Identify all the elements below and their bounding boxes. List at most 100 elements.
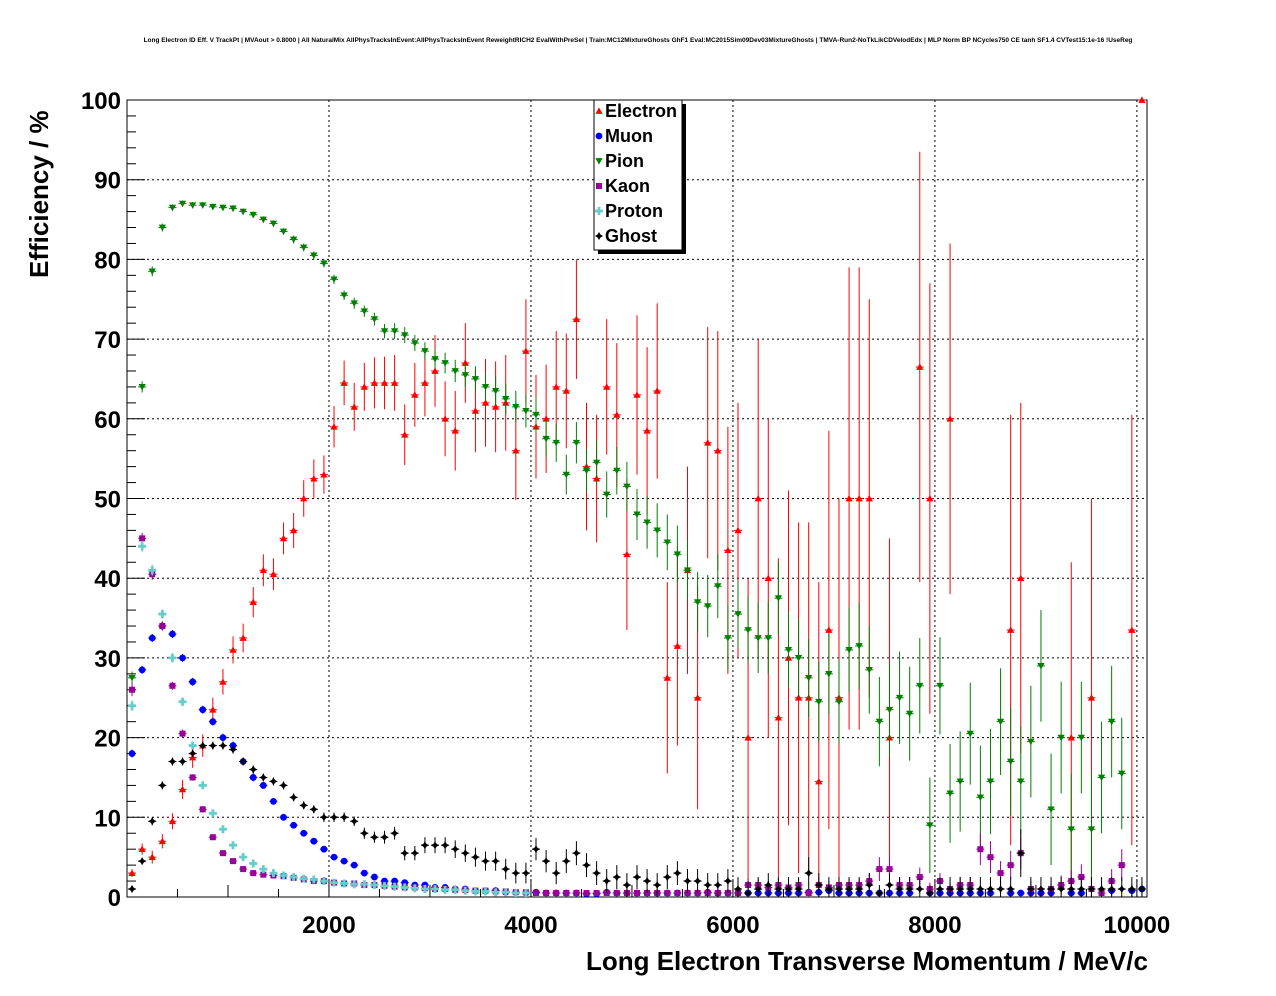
data-point: [824, 885, 833, 894]
data-point: [1047, 806, 1055, 813]
data-point: [754, 885, 763, 894]
data-point: [1067, 734, 1075, 741]
data-point: [653, 387, 661, 394]
data-point: [674, 890, 681, 897]
data-point: [723, 877, 732, 886]
data-point: [602, 877, 611, 886]
data-point: [451, 845, 460, 854]
data-point: [441, 841, 450, 850]
y-tick-label: 80: [94, 247, 121, 274]
legend: Electron Muon Pion Kaon Proton Ghost: [593, 99, 686, 254]
data-point: [290, 236, 298, 244]
data-point: [138, 384, 146, 391]
data-point: [319, 877, 328, 886]
data-point: [925, 889, 934, 898]
data-point: [219, 850, 226, 857]
data-point: [653, 527, 661, 534]
data-point: [582, 861, 591, 870]
data-point: [865, 666, 873, 674]
data-point: [1117, 885, 1126, 894]
data-point: [168, 204, 177, 212]
data-point: [148, 566, 157, 575]
y-tick-label: 20: [94, 726, 121, 753]
data-point: [1107, 885, 1116, 894]
data-point: [875, 718, 883, 726]
data-point: [178, 757, 187, 766]
data-point: [410, 884, 419, 893]
data-point: [158, 837, 166, 845]
data-point: [1097, 885, 1106, 894]
data-point: [946, 790, 954, 797]
data-point: [1006, 885, 1015, 894]
data-point: [230, 858, 237, 865]
data-point: [310, 474, 318, 482]
data-point: [209, 706, 217, 713]
data-point: [603, 491, 611, 499]
data-point: [1027, 738, 1035, 746]
data-point: [330, 878, 339, 887]
data-point: [188, 741, 197, 750]
data-point: [401, 879, 409, 887]
data-point: [249, 859, 258, 868]
data-point: [1087, 694, 1096, 701]
data-point: [138, 845, 146, 853]
data-point: [825, 670, 833, 678]
data-point: [774, 885, 783, 894]
data-point: [543, 890, 550, 897]
data-point: [986, 885, 995, 894]
data-point: [300, 494, 308, 502]
data-point: [542, 415, 550, 422]
data-point: [936, 682, 944, 690]
data-point: [218, 825, 227, 834]
data-point: [350, 300, 358, 307]
data-point: [259, 773, 268, 782]
data-point: [521, 869, 530, 878]
data-point: [189, 774, 196, 781]
legend-marker-ghost: [595, 232, 603, 240]
data-point: [481, 384, 490, 391]
data-point: [1097, 774, 1106, 782]
data-point: [380, 328, 389, 335]
data-point: [350, 817, 359, 826]
x-tick-label: 10000: [1104, 912, 1171, 939]
data-point: [501, 888, 510, 897]
data-point: [340, 292, 348, 299]
data-point: [673, 869, 682, 878]
data-point: [805, 890, 812, 897]
data-point: [996, 718, 1005, 726]
data-point: [1026, 885, 1035, 894]
data-point: [229, 745, 238, 754]
y-axis-title: Efficiency / %: [24, 110, 54, 278]
series-ghost: [128, 741, 1146, 898]
y-tick-label: 30: [94, 646, 121, 673]
data-point: [1128, 626, 1136, 633]
data-point: [895, 694, 904, 702]
data-point: [582, 467, 591, 475]
data-point: [148, 634, 156, 642]
data-point: [895, 885, 904, 894]
data-point: [330, 853, 338, 861]
data-point: [138, 666, 146, 674]
data-point: [623, 483, 631, 491]
data-point: [340, 879, 349, 888]
data-point: [774, 714, 782, 721]
data-point: [683, 877, 692, 886]
data-point: [1118, 770, 1126, 778]
data-point: [633, 511, 641, 519]
data-point: [997, 870, 1004, 877]
data-point: [158, 610, 167, 619]
data-point: [1118, 862, 1125, 869]
data-point: [643, 519, 651, 527]
data-point: [573, 890, 580, 897]
data-point: [1108, 718, 1116, 726]
data-point: [249, 211, 257, 219]
data-point: [845, 647, 853, 654]
data-point: [794, 694, 803, 701]
data-point: [916, 682, 924, 690]
data-point: [977, 846, 984, 853]
data-point: [280, 813, 287, 821]
data-point: [1057, 734, 1065, 742]
data-point: [178, 697, 187, 706]
data-point: [279, 534, 288, 542]
data-point: [360, 829, 369, 838]
